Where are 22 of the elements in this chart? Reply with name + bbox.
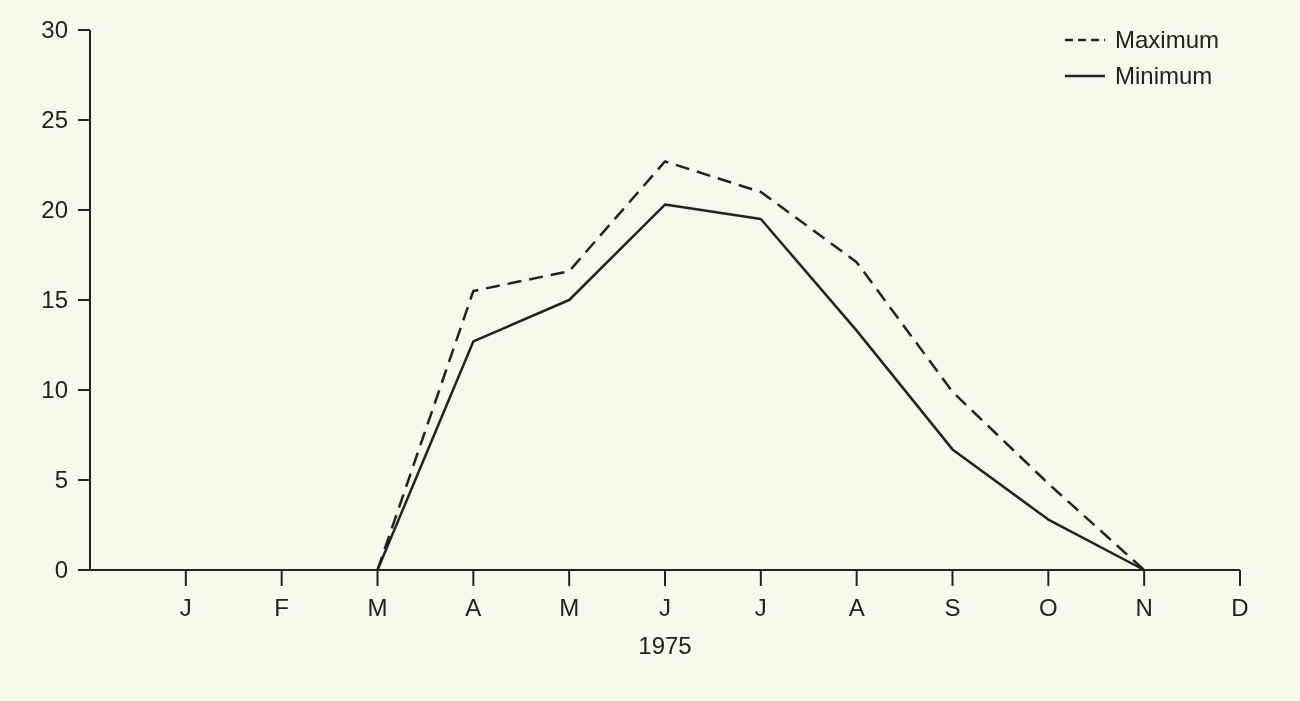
y-tick-label: 0 bbox=[54, 556, 68, 584]
y-tick-label: 10 bbox=[41, 376, 68, 404]
x-tick-label: D bbox=[1231, 594, 1249, 621]
x-tick-label: F bbox=[274, 594, 289, 621]
x-tick-label: J bbox=[179, 594, 192, 621]
y-tick-label: 30 bbox=[41, 16, 68, 44]
legend-label: Minimum bbox=[1115, 62, 1213, 90]
y-tick-label: 5 bbox=[54, 466, 68, 494]
y-tick-label: 20 bbox=[41, 196, 68, 224]
x-tick-label: J bbox=[754, 594, 767, 621]
y-tick-label: 25 bbox=[41, 106, 68, 134]
x-tick-label: N bbox=[1135, 594, 1153, 621]
x-tick-label: M bbox=[559, 594, 580, 621]
x-tick-label: M bbox=[367, 594, 388, 621]
x-tick-label: S bbox=[944, 594, 961, 621]
x-tick-label: A bbox=[465, 594, 482, 621]
y-tick-label: 15 bbox=[41, 286, 68, 314]
x-tick-label: A bbox=[848, 594, 865, 621]
x-tick-label: O bbox=[1039, 594, 1058, 621]
legend-label: Maximum bbox=[1115, 26, 1220, 54]
x-axis-title: 1975 bbox=[638, 632, 692, 659]
x-tick-label: J bbox=[659, 594, 671, 621]
